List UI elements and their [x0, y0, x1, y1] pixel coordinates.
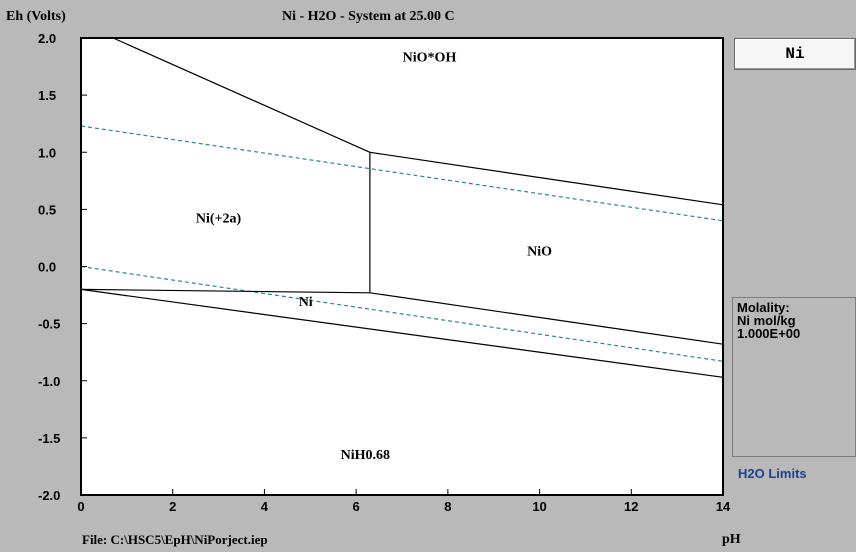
phase-boundary-1	[112, 37, 371, 153]
water-limit-line-2	[80, 265, 724, 362]
region-label: Ni(+2a)	[196, 211, 242, 226]
x-tick-label: 4	[261, 499, 269, 514]
x-tick-label: 2	[169, 499, 176, 514]
water-limit-line-1	[80, 125, 724, 222]
plot-area	[81, 38, 723, 495]
y-tick-label: 0.5	[38, 202, 56, 217]
y-tick-label: -2.0	[38, 488, 60, 503]
h2o-limits-link[interactable]: H2O Limits	[738, 466, 807, 481]
y-tick-label: 0.0	[38, 260, 56, 275]
phase-boundary-6	[80, 288, 724, 378]
molality-title: Molality:	[737, 300, 790, 315]
molality-panel: Molality: Ni mol/kg 1.000E+00	[732, 297, 856, 457]
x-tick-label: 14	[716, 499, 731, 514]
y-tick-label: 1.0	[38, 145, 56, 160]
element-ni-button[interactable]: Ni	[734, 38, 856, 70]
x-tick-label: 8	[444, 499, 451, 514]
x-tick-label: 0	[77, 499, 84, 514]
region-label: NiO	[527, 245, 552, 260]
x-axis-title: pH	[722, 532, 741, 547]
y-tick-label: -1.5	[38, 431, 60, 446]
region-label: NiO*OH	[403, 50, 457, 65]
region-label: NiH0.68	[341, 448, 390, 463]
molality-value: 1.000E+00	[737, 326, 801, 341]
y-tick-label: -1.0	[38, 374, 60, 389]
chart-title: Ni - H2O - System at 25.00 C	[282, 9, 455, 24]
x-tick-label: 6	[353, 499, 360, 514]
phase-boundary-4	[80, 288, 370, 294]
y-tick-label: -0.5	[38, 317, 60, 332]
region-label: Ni	[299, 295, 313, 310]
x-tick-label: 12	[624, 499, 638, 514]
file-path: File: C:\HSC5\EpH\NiPorject.iep	[82, 532, 268, 547]
y-axis-title: Eh (Volts)	[6, 9, 66, 24]
y-tick-label: 2.0	[38, 31, 56, 46]
phase-boundary-5	[369, 292, 724, 345]
x-tick-label: 10	[532, 499, 546, 514]
y-tick-label: 1.5	[38, 88, 56, 103]
phase-boundary-2	[369, 151, 724, 206]
molality-unit: Ni mol/kg	[737, 313, 796, 328]
